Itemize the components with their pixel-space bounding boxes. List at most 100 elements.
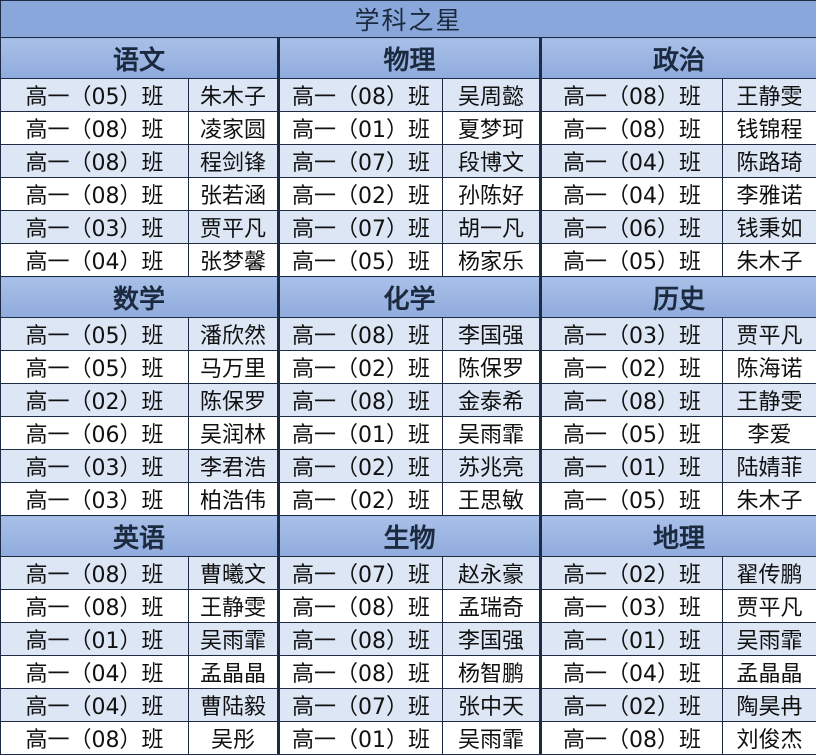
- subject-header: 历史: [541, 277, 816, 318]
- student-name-cell: 张中天: [443, 689, 541, 722]
- student-name-cell: 夏梦珂: [443, 112, 541, 145]
- student-name-cell: 李国强: [443, 318, 541, 351]
- student-name-cell: 曹陆毅: [189, 689, 279, 722]
- student-name-cell: 钱秉如: [723, 211, 816, 244]
- class-cell: 高一（03）班: [541, 590, 723, 623]
- table-row: 高一（03）班贾平凡高一（07）班胡一凡高一（06）班钱秉如: [1, 211, 816, 244]
- table-row: 高一（05）班潘欣然高一（08）班李国强高一（03）班贾平凡: [1, 318, 816, 351]
- student-name-cell: 钱锦程: [723, 112, 816, 145]
- student-name-cell: 苏兆亮: [443, 450, 541, 483]
- table-row: 高一（08）班曹曦文高一（07）班赵永豪高一（02）班翟传鹏: [1, 557, 816, 590]
- class-cell: 高一（08）班: [279, 79, 443, 112]
- student-name-cell: 陶昊冉: [723, 689, 816, 722]
- student-name-cell: 吴雨霏: [443, 417, 541, 450]
- class-cell: 高一（05）班: [541, 244, 723, 277]
- subject-header-row: 数学化学历史: [1, 277, 816, 318]
- subject-header: 语文: [1, 38, 279, 79]
- class-cell: 高一（03）班: [1, 211, 189, 244]
- student-name-cell: 段博文: [443, 145, 541, 178]
- student-name-cell: 程剑锋: [189, 145, 279, 178]
- subject-header: 生物: [279, 516, 541, 557]
- student-name-cell: 潘欣然: [189, 318, 279, 351]
- student-name-cell: 陈保罗: [189, 384, 279, 417]
- table-row: 高一（03）班李君浩高一（02）班苏兆亮高一（01）班陆婧菲: [1, 450, 816, 483]
- class-cell: 高一（05）班: [541, 417, 723, 450]
- page-title: 学科之星: [1, 1, 816, 38]
- table-row: 高一（08）班吴彤高一（01）班吴雨霏高一（08）班刘俊杰: [1, 722, 816, 755]
- class-cell: 高一（07）班: [279, 557, 443, 590]
- student-name-cell: 吴周懿: [443, 79, 541, 112]
- class-cell: 高一（08）班: [1, 590, 189, 623]
- table-row: 高一（04）班曹陆毅高一（07）班张中天高一（02）班陶昊冉: [1, 689, 816, 722]
- class-cell: 高一（03）班: [1, 483, 189, 516]
- class-cell: 高一（05）班: [541, 483, 723, 516]
- student-name-cell: 李雅诺: [723, 178, 816, 211]
- class-cell: 高一（04）班: [541, 145, 723, 178]
- student-name-cell: 杨家乐: [443, 244, 541, 277]
- student-name-cell: 李国强: [443, 623, 541, 656]
- class-cell: 高一（08）班: [541, 722, 723, 755]
- student-name-cell: 吴润林: [189, 417, 279, 450]
- title-row: 学科之星: [1, 1, 816, 38]
- class-cell: 高一（04）班: [541, 656, 723, 689]
- student-name-cell: 赵永豪: [443, 557, 541, 590]
- class-cell: 高一（08）班: [279, 623, 443, 656]
- class-cell: 高一（08）班: [1, 112, 189, 145]
- class-cell: 高一（08）班: [279, 590, 443, 623]
- class-cell: 高一（02）班: [279, 450, 443, 483]
- student-name-cell: 孙陈好: [443, 178, 541, 211]
- class-cell: 高一（08）班: [541, 112, 723, 145]
- subject-header: 物理: [279, 38, 541, 79]
- student-name-cell: 贾平凡: [189, 211, 279, 244]
- student-name-cell: 柏浩伟: [189, 483, 279, 516]
- table-row: 高一（04）班张梦馨高一（05）班杨家乐高一（05）班朱木子: [1, 244, 816, 277]
- student-name-cell: 王静雯: [723, 384, 816, 417]
- class-cell: 高一（05）班: [1, 351, 189, 384]
- class-cell: 高一（02）班: [279, 483, 443, 516]
- student-name-cell: 李君浩: [189, 450, 279, 483]
- subject-header-row: 语文物理政治: [1, 38, 816, 79]
- student-name-cell: 曹曦文: [189, 557, 279, 590]
- class-cell: 高一（03）班: [541, 318, 723, 351]
- subject-header: 英语: [1, 516, 279, 557]
- student-name-cell: 孟晶晶: [189, 656, 279, 689]
- table-row: 高一（08）班凌家圆高一（01）班夏梦珂高一（08）班钱锦程: [1, 112, 816, 145]
- student-name-cell: 朱木子: [189, 79, 279, 112]
- student-name-cell: 孟瑞奇: [443, 590, 541, 623]
- class-cell: 高一（08）班: [279, 384, 443, 417]
- class-cell: 高一（02）班: [1, 384, 189, 417]
- table-row: 高一（08）班王静雯高一（08）班孟瑞奇高一（03）班贾平凡: [1, 590, 816, 623]
- class-cell: 高一（01）班: [1, 623, 189, 656]
- subject-header-row: 英语生物地理: [1, 516, 816, 557]
- student-name-cell: 贾平凡: [723, 590, 816, 623]
- class-cell: 高一（01）班: [279, 112, 443, 145]
- class-cell: 高一（02）班: [541, 557, 723, 590]
- class-cell: 高一（02）班: [279, 178, 443, 211]
- class-cell: 高一（07）班: [279, 689, 443, 722]
- table-row: 高一（06）班吴润林高一（01）班吴雨霏高一（05）班李爱: [1, 417, 816, 450]
- subject-header: 政治: [541, 38, 816, 79]
- student-name-cell: 贾平凡: [723, 318, 816, 351]
- student-name-cell: 马万里: [189, 351, 279, 384]
- class-cell: 高一（06）班: [1, 417, 189, 450]
- table-row: 高一（08）班张若涵高一（02）班孙陈好高一（04）班李雅诺: [1, 178, 816, 211]
- class-cell: 高一（07）班: [279, 145, 443, 178]
- class-cell: 高一（04）班: [1, 244, 189, 277]
- class-cell: 高一（08）班: [279, 318, 443, 351]
- class-cell: 高一（01）班: [541, 450, 723, 483]
- subject-header: 数学: [1, 277, 279, 318]
- student-name-cell: 朱木子: [723, 244, 816, 277]
- table-row: 高一（03）班柏浩伟高一（02）班王思敏高一（05）班朱木子: [1, 483, 816, 516]
- student-name-cell: 翟传鹏: [723, 557, 816, 590]
- class-cell: 高一（08）班: [1, 178, 189, 211]
- class-cell: 高一（08）班: [279, 656, 443, 689]
- student-name-cell: 杨智鹏: [443, 656, 541, 689]
- student-name-cell: 陈海诺: [723, 351, 816, 384]
- class-cell: 高一（08）班: [1, 145, 189, 178]
- table-row: 高一（08）班程剑锋高一（07）班段博文高一（04）班陈路琦: [1, 145, 816, 178]
- class-cell: 高一（03）班: [1, 450, 189, 483]
- class-cell: 高一（05）班: [279, 244, 443, 277]
- class-cell: 高一（01）班: [541, 623, 723, 656]
- student-name-cell: 王静雯: [723, 79, 816, 112]
